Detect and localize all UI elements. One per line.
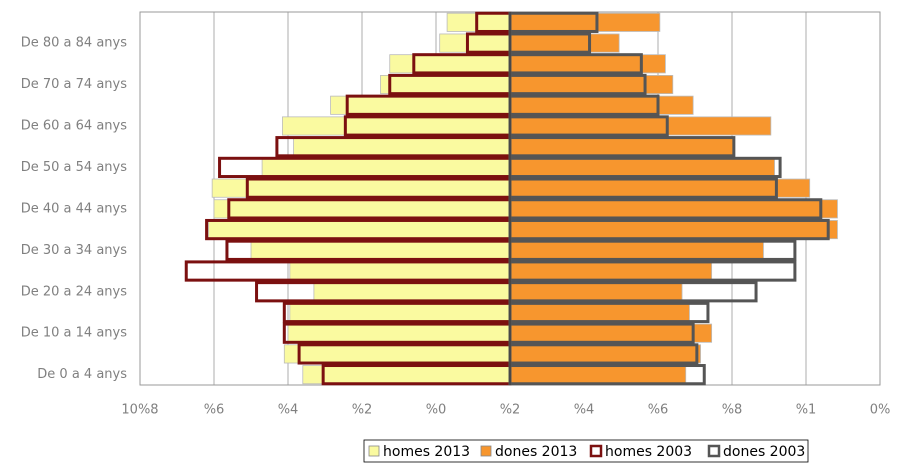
bar [439, 33, 511, 53]
bar [283, 344, 511, 364]
x-tick-label: %4 [574, 403, 595, 418]
bar [509, 33, 620, 53]
bar [509, 178, 811, 198]
bar [289, 261, 511, 281]
bar [509, 199, 838, 219]
bar [250, 240, 511, 260]
bar [330, 95, 511, 115]
x-tick-label: %0 [426, 403, 447, 418]
legend-label: homes 2003 [605, 444, 692, 460]
x-tick-label: 10%8 [121, 403, 158, 418]
x-tick-label: 0% [870, 403, 891, 418]
legend-box [363, 439, 809, 463]
y-tick-label: De 50 a 54 anys [21, 160, 127, 175]
y-tick-label: De 60 a 64 anys [21, 118, 127, 133]
bar [389, 54, 511, 74]
y-tick-label: De 80 a 84 anys [21, 36, 127, 51]
bar [509, 12, 661, 32]
bar [289, 302, 511, 322]
x-tick-label: %4 [278, 403, 299, 418]
bar [509, 95, 694, 115]
bar [509, 302, 690, 322]
y-tick-label: De 40 a 44 anys [21, 201, 127, 216]
bar [208, 220, 511, 240]
legend-marker [589, 444, 603, 458]
legend-label: dones 2013 [495, 444, 577, 460]
legend-marker [707, 444, 721, 458]
y-tick-label: De 20 a 24 anys [21, 284, 127, 299]
bar [287, 323, 511, 343]
bar [213, 199, 511, 219]
legend-marker [480, 445, 492, 457]
bar [509, 157, 775, 177]
bar [380, 75, 511, 95]
x-tick-label: %1 [796, 403, 817, 418]
y-tick-label: De 10 a 14 anys [21, 326, 127, 341]
bar [282, 116, 511, 136]
x-tick-label: %6 [204, 403, 225, 418]
x-tick-label: %8 [722, 403, 743, 418]
bar [509, 137, 735, 157]
bar [211, 178, 511, 198]
x-tick-label: %6 [648, 403, 669, 418]
bar [509, 323, 713, 343]
bar [302, 365, 511, 385]
bar [509, 75, 674, 95]
y-tick-label: De 70 a 74 anys [21, 77, 127, 92]
bar [293, 137, 511, 157]
legend-marker [368, 445, 380, 457]
legend-label: dones 2003 [723, 444, 805, 460]
bar [509, 116, 772, 136]
x-tick-label: %2 [500, 403, 521, 418]
bar [509, 220, 838, 240]
bar [509, 261, 713, 281]
legend-label: homes 2013 [383, 444, 470, 460]
x-tick-label: %2 [352, 403, 373, 418]
bar [446, 12, 511, 32]
y-tick-label: De 30 a 34 anys [21, 243, 127, 258]
bar [261, 157, 511, 177]
bar [313, 282, 511, 302]
bar [509, 344, 701, 364]
bar [509, 240, 764, 260]
y-tick-label: De 0 a 4 anys [37, 367, 127, 382]
bar [509, 282, 683, 302]
bar [509, 365, 687, 385]
